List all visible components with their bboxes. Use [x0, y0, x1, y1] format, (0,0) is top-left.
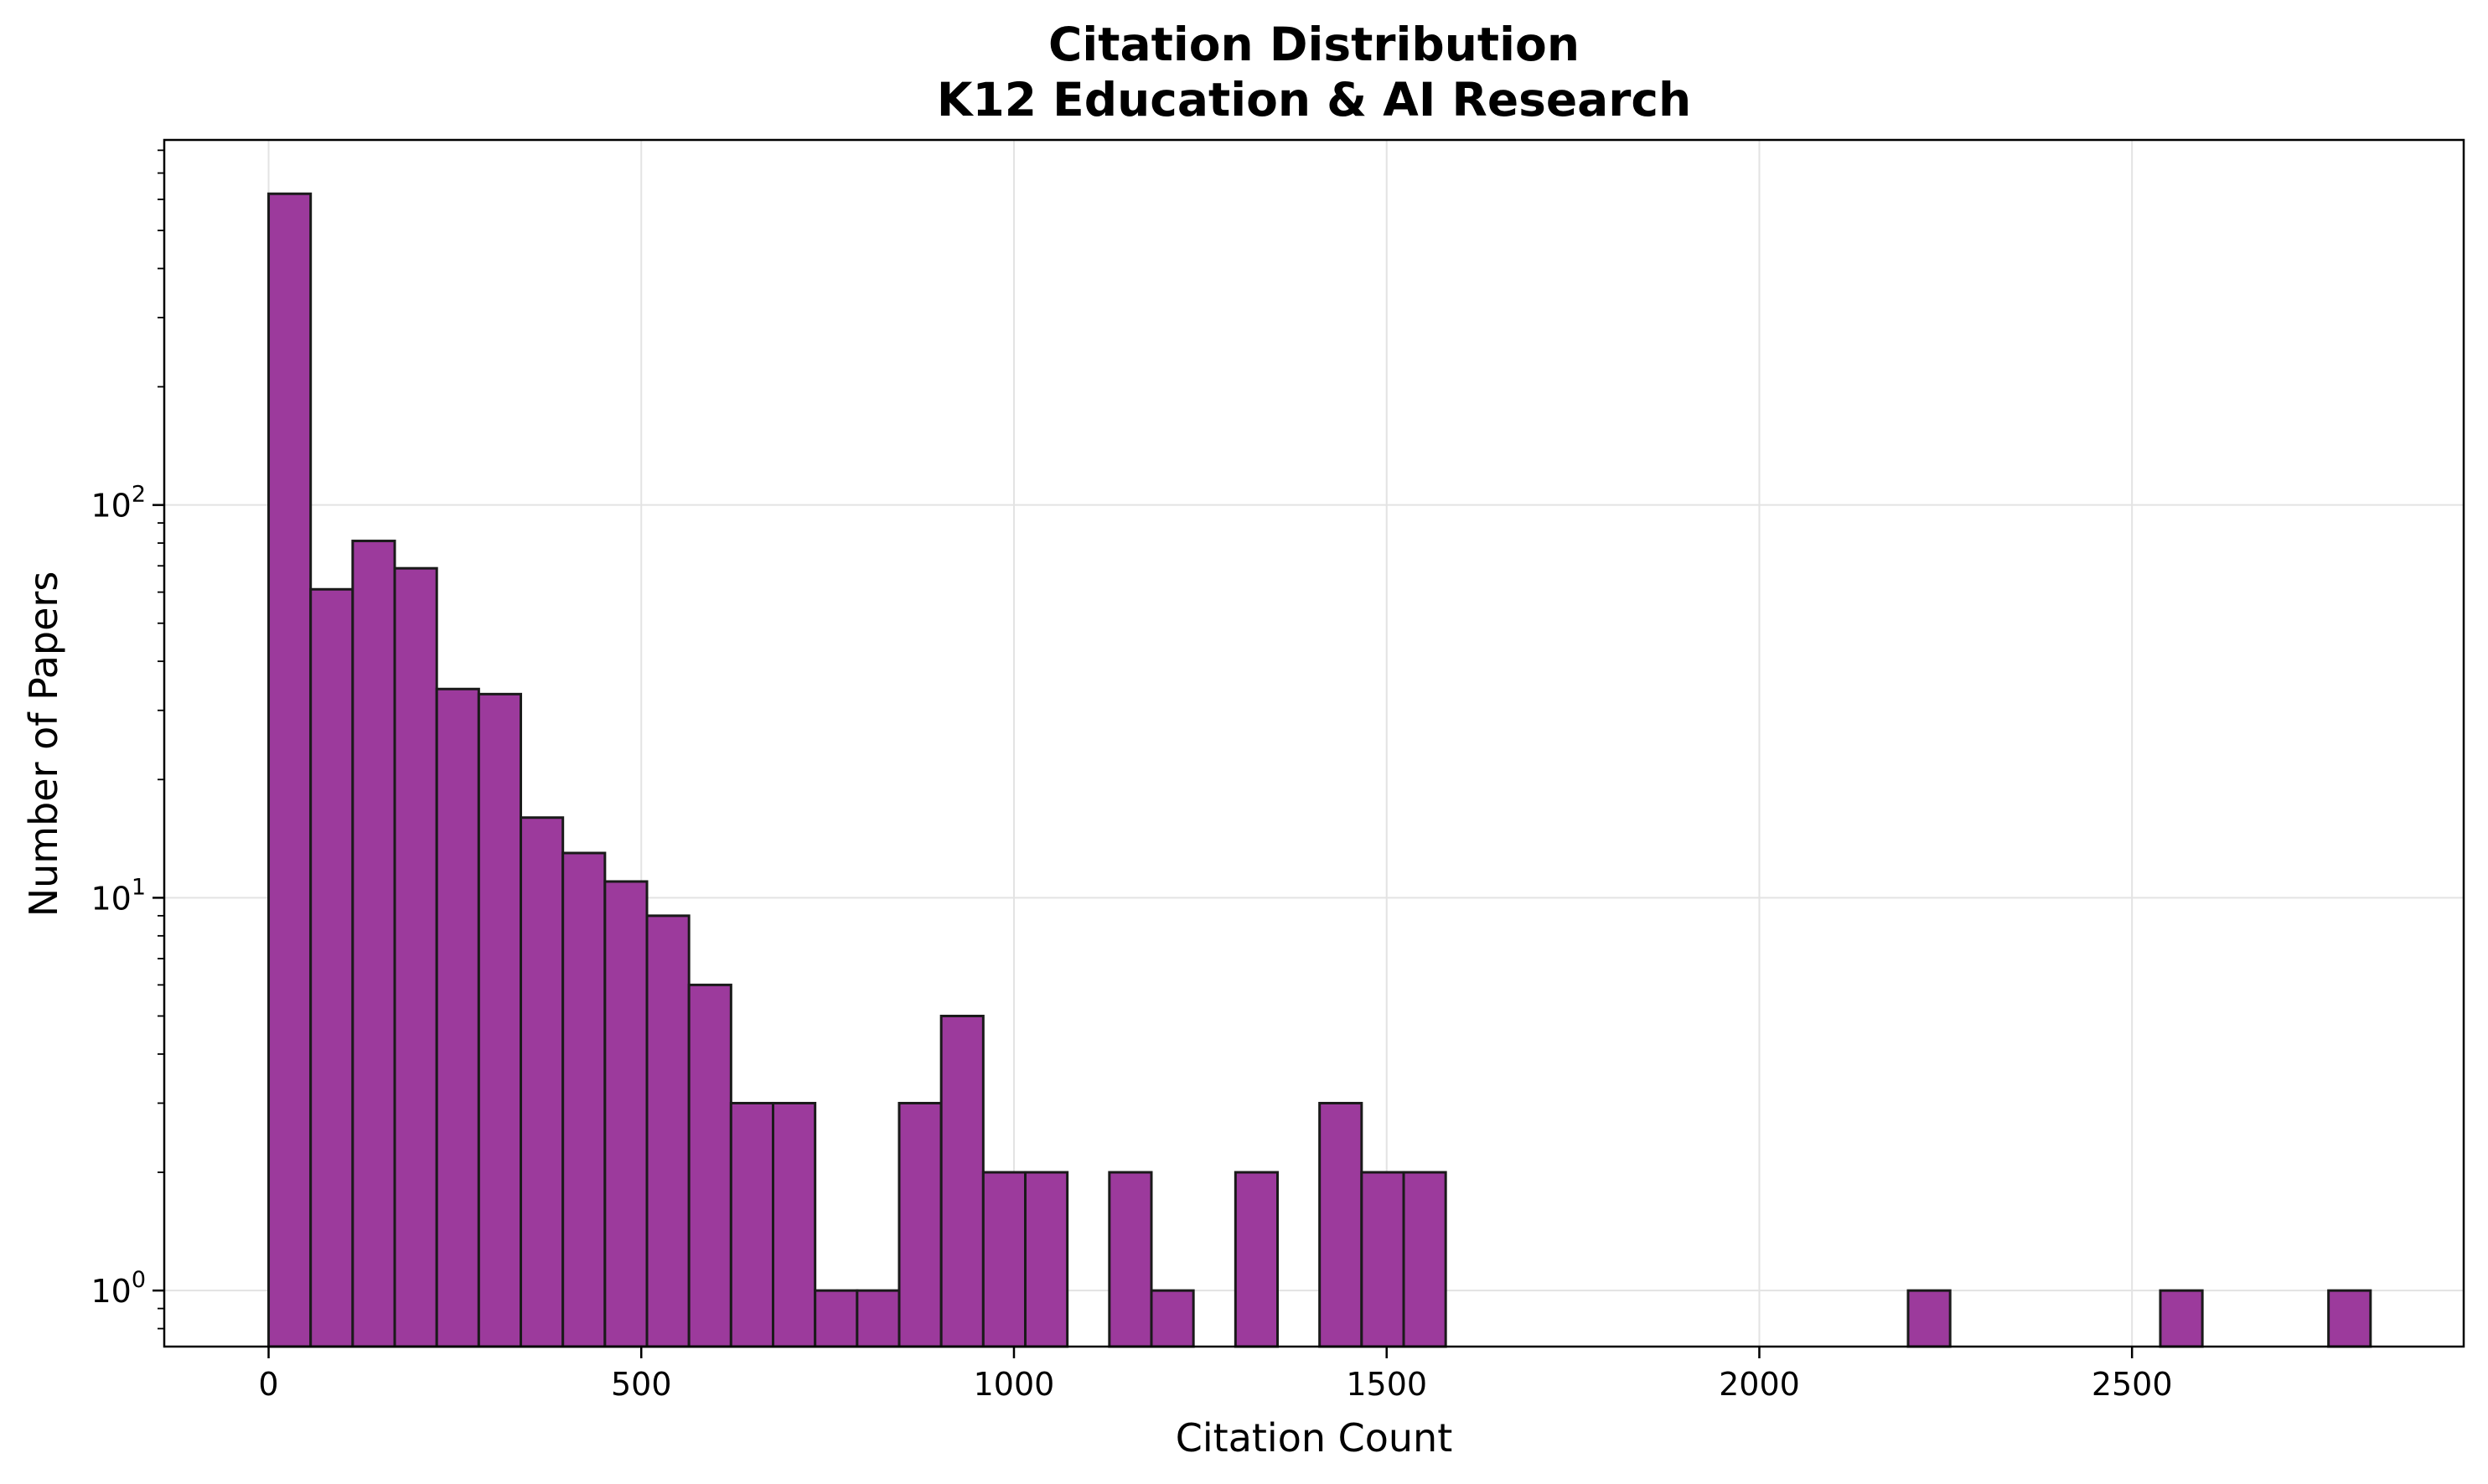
histogram-bar: [729, 1101, 775, 1348]
histogram-bar: [1108, 1171, 1153, 1348]
x-axis-label: Citation Count: [1176, 1415, 1452, 1461]
x-tick-label: 2000: [1719, 1366, 1800, 1403]
x-tick-label: 500: [611, 1366, 672, 1403]
histogram-bar: [856, 1289, 901, 1348]
histogram-bar: [1024, 1171, 1069, 1348]
histogram-bars: [267, 192, 2372, 1348]
y-tick-label: 101: [91, 874, 146, 917]
histogram-bar: [435, 687, 480, 1348]
y-axis-ticks: 100 101 102: [91, 149, 164, 1330]
x-tick-label: 1000: [974, 1366, 1055, 1403]
plot-frame: [163, 138, 2465, 1348]
histogram-bar: [687, 983, 732, 1348]
histogram-bar: [561, 851, 607, 1348]
histogram-bar: [393, 566, 438, 1348]
histogram-bar: [351, 540, 396, 1348]
x-tick-label: 1500: [1346, 1366, 1427, 1403]
histogram-bar: [1150, 1289, 1195, 1348]
histogram-bar: [1360, 1171, 1405, 1348]
histogram-bar: [981, 1171, 1027, 1348]
histogram-bar: [2327, 1289, 2372, 1348]
chart-subtitle: K12 Education & AI Research: [937, 73, 1691, 127]
x-tick-label: 0: [258, 1366, 278, 1403]
histogram-bar: [1402, 1171, 1447, 1348]
histogram-bar: [1906, 1289, 1952, 1348]
histogram-bar: [814, 1289, 859, 1348]
x-tick-label: 2500: [2092, 1366, 2173, 1403]
histogram-bar: [1318, 1101, 1363, 1348]
y-tick-label: 100: [91, 1267, 146, 1310]
histogram-bar: [897, 1101, 943, 1348]
histogram-bar: [772, 1101, 817, 1348]
x-axis-ticks: 0 500 1000 1500 2000 2500: [258, 1347, 2173, 1403]
histogram-bar: [267, 192, 313, 1348]
chart-title: Citation Distribution: [1048, 18, 1580, 71]
histogram-bar: [603, 880, 649, 1348]
histogram-bar: [520, 816, 565, 1348]
histogram-bar: [645, 914, 691, 1348]
histogram-bar: [477, 692, 523, 1348]
y-tick-label: 102: [91, 482, 146, 525]
histogram-bar: [309, 587, 354, 1348]
histogram-bar: [939, 1014, 985, 1348]
y-axis-label: Number of Papers: [21, 571, 66, 918]
histogram-bar: [1234, 1171, 1280, 1348]
histogram-bar: [2159, 1289, 2204, 1348]
